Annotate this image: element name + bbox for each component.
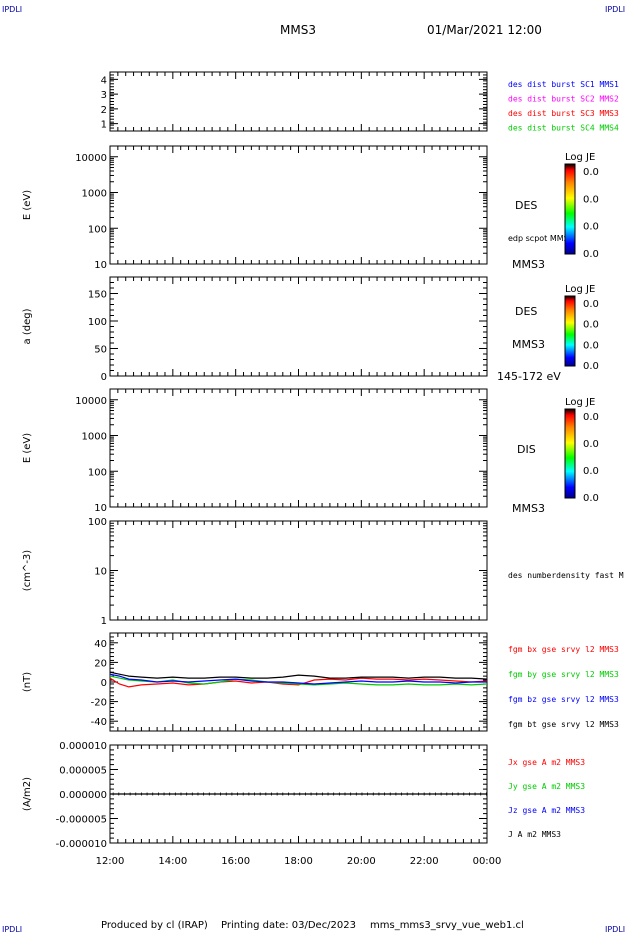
legend-entry: J A m2 MMS3 xyxy=(508,830,561,839)
y-tick-label: 1 xyxy=(101,120,107,131)
colorbar-tick-label: 0.0 xyxy=(583,439,599,450)
footer-printing-date: Printing date: 03/Dec/2023 xyxy=(221,920,356,931)
footer-produced-by: Produced by cl (IRAP) xyxy=(101,920,208,931)
y-axis-label-density: (cm^-3) xyxy=(22,550,33,591)
legend-entry: fgm bx gse srvy l2 MMS3 xyxy=(508,645,619,654)
y-tick-label: 100 xyxy=(88,467,107,478)
y-tick-label: -0.000010 xyxy=(56,839,107,850)
panel-right-label: DIS xyxy=(517,443,536,456)
y-tick-label: -40 xyxy=(91,717,107,728)
y-axis-label-current: (A/m2) xyxy=(22,777,33,811)
panel-frame-burst xyxy=(109,71,488,132)
colorbar xyxy=(564,163,576,255)
corner-label-top-right: IPDLI xyxy=(605,5,625,14)
x-tick-label: 00:00 xyxy=(473,856,502,867)
x-tick-label: 14:00 xyxy=(158,856,187,867)
y-axis-label-des_pitch: a (deg) xyxy=(22,308,33,344)
legend-entry: des dist burst SC2 MMS2 xyxy=(508,95,619,104)
corner-label-top-left: IPDLI xyxy=(2,5,22,14)
colorbar xyxy=(564,295,576,367)
y-tick-label: 0 xyxy=(101,372,107,383)
colorbar-tick-label: 0.0 xyxy=(583,340,599,351)
y-tick-label: 3 xyxy=(101,90,107,101)
legend-entry: fgm bt gse srvy l2 MMS3 xyxy=(508,720,619,729)
y-axis-label-des_energy: E (eV) xyxy=(22,190,33,220)
x-tick-label: 16:00 xyxy=(221,856,250,867)
y-tick-label: 0.000010 xyxy=(59,741,107,752)
y-tick-label: 4 xyxy=(101,75,107,86)
panel-frame-des_energy xyxy=(109,145,488,265)
colorbar-tick-label: 0.0 xyxy=(583,194,599,205)
y-tick-label: 10 xyxy=(94,567,107,578)
corner-label-bottom-left: IPDLI xyxy=(2,925,22,934)
legend-entry: des dist burst SC3 MMS3 xyxy=(508,109,619,118)
legend-entry: fgm by gse srvy l2 MMS3 xyxy=(508,670,619,679)
legend-entry: fgm bz gse srvy l2 MMS3 xyxy=(508,695,619,704)
footer-filename: mms_mms3_srvy_vue_web1.cl xyxy=(370,920,524,931)
y-tick-label: 100 xyxy=(88,517,107,528)
series-line xyxy=(109,677,488,688)
y-tick-label: 50 xyxy=(94,345,107,356)
colorbar-title: Log JE xyxy=(565,284,595,295)
colorbar-tick-label: 0.0 xyxy=(583,299,599,310)
legend-entry: des numberdensity fast M xyxy=(508,571,624,580)
y-tick-label: -20 xyxy=(91,698,107,709)
panel-right-label: MMS3 xyxy=(512,502,545,515)
y-tick-label: 1000 xyxy=(82,189,107,200)
panel-right-label: DES xyxy=(515,305,537,318)
y-tick-label: 0 xyxy=(101,678,107,689)
y-tick-label: 40 xyxy=(94,639,107,650)
y-tick-label: 100 xyxy=(88,224,107,235)
y-tick-label: 10 xyxy=(94,260,107,271)
y-tick-label: -0.000005 xyxy=(56,815,107,826)
y-axis-label-dis_energy: E (eV) xyxy=(22,433,33,463)
y-tick-label: 10 xyxy=(94,503,107,514)
panel-frame-dis_energy xyxy=(109,388,488,508)
colorbar-tick-label: 0.0 xyxy=(583,249,599,260)
colorbar-title: Log JE xyxy=(565,152,595,163)
y-tick-label: 150 xyxy=(88,290,107,301)
y-tick-label: 2 xyxy=(101,105,107,116)
colorbar-title: Log JE xyxy=(565,397,595,408)
y-tick-label: 0.000000 xyxy=(59,790,107,801)
series-line xyxy=(109,671,488,680)
panel-right-label: MMS3 xyxy=(512,338,545,351)
y-tick-label: 1000 xyxy=(82,432,107,443)
spacecraft-title: MMS3 xyxy=(280,23,316,37)
y-tick-label: 100 xyxy=(88,317,107,328)
y-tick-label: 10000 xyxy=(75,153,107,164)
x-tick-label: 18:00 xyxy=(284,856,313,867)
legend-entry: Jx gse A m2 MMS3 xyxy=(508,758,585,767)
x-tick-label: 12:00 xyxy=(96,856,125,867)
x-tick-label: 20:00 xyxy=(347,856,376,867)
colorbar-tick-label: 0.0 xyxy=(583,222,599,233)
y-axis-label-fgm: (nT) xyxy=(22,672,33,692)
x-tick-label: 22:00 xyxy=(410,856,439,867)
colorbar-tick-label: 0.0 xyxy=(583,466,599,477)
y-tick-label: 0.000005 xyxy=(59,766,107,777)
legend-entry: Jz gse A m2 MMS3 xyxy=(508,806,585,815)
y-tick-label: 1 xyxy=(101,616,107,627)
panel-right-label: edp scpot MMS3 xyxy=(508,234,574,243)
panel-right-label: DES xyxy=(515,199,537,212)
panel-right-label: MMS3 xyxy=(512,258,545,271)
legend-entry: Jy gse A m2 MMS3 xyxy=(508,782,585,791)
colorbar xyxy=(564,408,576,499)
legend-entry: des dist burst SC4 MMS4 xyxy=(508,124,619,133)
datetime-title: 01/Mar/2021 12:00 xyxy=(427,23,542,37)
colorbar-tick-label: 0.0 xyxy=(583,493,599,504)
colorbar-tick-label: 0.0 xyxy=(583,412,599,423)
colorbar-tick-label: 0.0 xyxy=(583,361,599,372)
legend-entry: des dist burst SC1 MMS1 xyxy=(508,80,619,89)
corner-label-bottom-right: IPDLI xyxy=(605,925,625,934)
colorbar-tick-label: 0.0 xyxy=(583,167,599,178)
panel-right-label: 145-172 eV xyxy=(497,370,561,383)
panel-frame-density xyxy=(109,520,488,621)
y-tick-label: 10000 xyxy=(75,396,107,407)
colorbar-tick-label: 0.0 xyxy=(583,320,599,331)
series-line xyxy=(109,673,487,685)
panel-frame-des_pitch xyxy=(109,276,488,377)
y-tick-label: 20 xyxy=(94,658,107,669)
